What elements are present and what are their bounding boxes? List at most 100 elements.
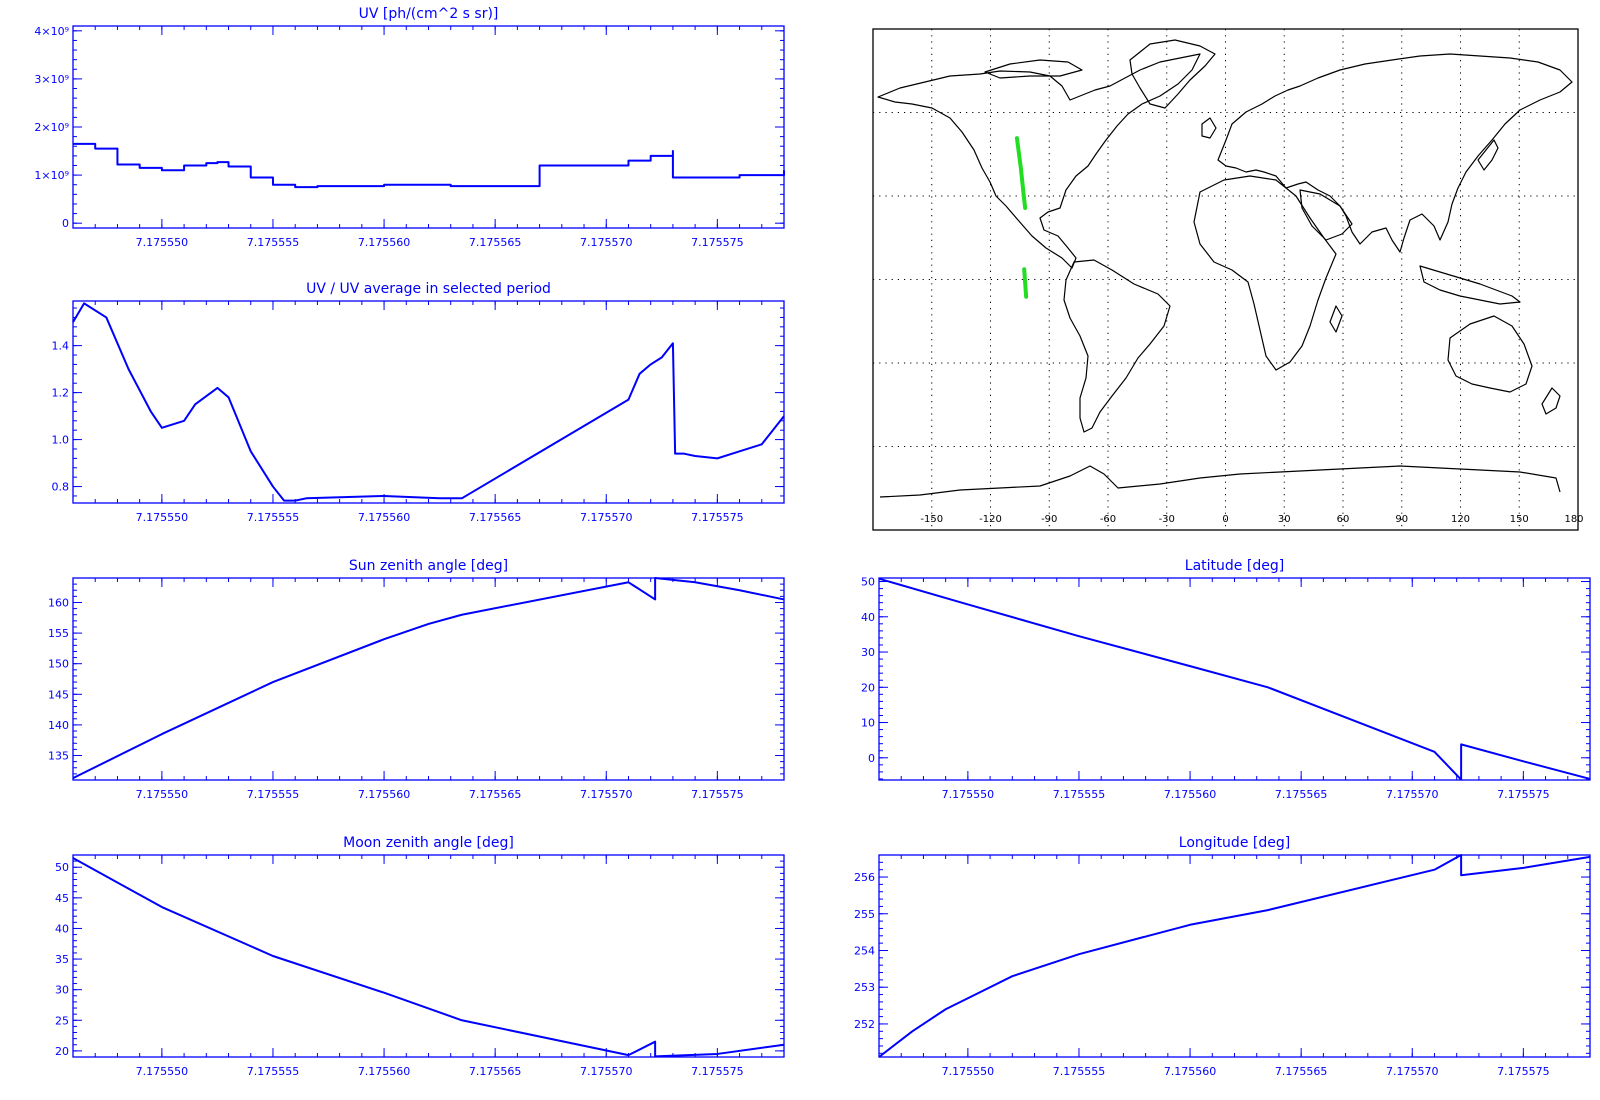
map-longitude-label: 180 xyxy=(1564,514,1583,525)
uv-ratio-title: UV / UV average in selected period xyxy=(306,281,551,297)
coastline-southeast-asia-islands xyxy=(1419,265,1521,305)
map-longitude-label: -90 xyxy=(1041,514,1057,525)
latitude-y-tick-labels: 0 10 20 30 40 50 xyxy=(861,576,875,765)
moon-zenith-x-tick-label: 7.175575 xyxy=(691,1065,744,1078)
uv-ratio-x-tick-label: 7.175570 xyxy=(580,511,633,524)
longitude-x-tick-label: 7.175550 xyxy=(942,1065,995,1078)
map-longitude-label: -30 xyxy=(1159,514,1175,525)
uv-ratio-y-tick-labels: 0.8 1.0 1.2 1.4 xyxy=(52,340,70,494)
moon-zenith-series-line xyxy=(72,857,785,1058)
moon-zenith-x-tick-label: 7.175560 xyxy=(358,1065,411,1078)
uv-y-tick-label: 0 xyxy=(62,217,69,230)
uv-ratio-panel: UV / UV average in selected period 0.8 1… xyxy=(52,281,785,524)
map-longitude-label: 150 xyxy=(1510,514,1529,525)
moon-zenith-tick-marks xyxy=(72,854,785,1058)
uv-ratio-y-tick-label: 1.0 xyxy=(52,434,70,447)
moon-zenith-x-tick-label: 7.175570 xyxy=(580,1065,633,1078)
moon-zenith-title: Moon zenith angle [deg] xyxy=(343,835,514,851)
sun-zenith-y-tick-label: 150 xyxy=(48,658,69,671)
sun-zenith-y-tick-label: 135 xyxy=(48,750,69,763)
moon-zenith-y-tick-label: 20 xyxy=(55,1045,69,1058)
sun-zenith-y-tick-label: 145 xyxy=(48,688,69,701)
coastline-new-zealand xyxy=(1541,387,1561,415)
latitude-x-tick-label: 7.175575 xyxy=(1497,788,1550,801)
uv-y-tick-label: 1×10⁹ xyxy=(34,169,69,182)
longitude-x-tick-label: 7.175570 xyxy=(1386,1065,1439,1078)
moon-zenith-y-tick-label: 30 xyxy=(55,984,69,997)
uv-x-tick-label: 7.175575 xyxy=(691,236,744,249)
longitude-y-tick-label: 253 xyxy=(854,981,875,994)
uv-x-tick-label: 7.175555 xyxy=(247,236,300,249)
map-longitude-label: 90 xyxy=(1395,514,1408,525)
longitude-x-tick-label: 7.175575 xyxy=(1497,1065,1550,1078)
longitude-y-tick-label: 254 xyxy=(854,944,875,957)
map-frame xyxy=(872,28,1579,531)
moon-zenith-x-tick-label: 7.175565 xyxy=(469,1065,522,1078)
coastline-arabia xyxy=(1299,189,1353,241)
uv-x-tick-labels: 7.175550 7.175555 7.175560 7.175565 7.17… xyxy=(136,236,744,249)
uv-ratio-y-tick-label: 1.2 xyxy=(52,387,70,400)
longitude-x-tick-labels: 7.175550 7.175555 7.175560 7.175565 7.17… xyxy=(942,1065,1550,1078)
latitude-y-tick-label: 0 xyxy=(868,752,875,765)
latitude-x-tick-label: 7.175555 xyxy=(1053,788,1106,801)
latitude-panel: Latitude [deg] 0 10 20 30 40 50 7.175550… xyxy=(861,558,1591,801)
map-longitude-label: 60 xyxy=(1337,514,1350,525)
uv-ratio-y-tick-label: 0.8 xyxy=(52,481,70,494)
uv-ratio-plot-frame xyxy=(72,300,785,504)
uv-ratio-series-line xyxy=(72,302,785,502)
longitude-title: Longitude [deg] xyxy=(1179,835,1290,851)
latitude-title: Latitude [deg] xyxy=(1185,558,1284,574)
sun-zenith-series-line xyxy=(72,577,785,780)
uv-x-tick-label: 7.175565 xyxy=(469,236,522,249)
map-longitude-label: 30 xyxy=(1278,514,1291,525)
coastline-australia xyxy=(1447,315,1533,393)
uv-series-line xyxy=(73,142,785,189)
moon-zenith-x-tick-label: 7.175555 xyxy=(247,1065,300,1078)
uv-y-tick-label: 4×10⁹ xyxy=(34,25,69,38)
coastline-antarctica xyxy=(879,465,1561,498)
map-coastlines xyxy=(877,39,1573,498)
moon-zenith-y-tick-label: 40 xyxy=(55,922,69,935)
uv-ratio-tick-marks xyxy=(72,301,785,503)
uv-y-tick-labels: 0 1×10⁹ 2×10⁹ 3×10⁹ 4×10⁹ xyxy=(34,25,69,230)
sun-zenith-plot-frame xyxy=(72,577,785,781)
uv-ratio-x-tick-label: 7.175555 xyxy=(247,511,300,524)
map-longitude-label: -60 xyxy=(1100,514,1116,525)
coastline-madagascar xyxy=(1329,305,1343,333)
coastline-arctic-islands xyxy=(984,59,1083,79)
uv-plot-frame xyxy=(72,25,785,229)
uv-ratio-x-tick-label: 7.175550 xyxy=(136,511,189,524)
satellite-ground-track xyxy=(1014,136,1029,299)
longitude-panel: Longitude [deg] 252 253 254 255 256 7.17… xyxy=(854,835,1591,1078)
moon-zenith-panel: Moon zenith angle [deg] 20 25 30 35 40 4… xyxy=(55,835,785,1078)
sun-zenith-tick-marks xyxy=(72,577,785,781)
sun-zenith-y-tick-labels: 135 140 145 150 155 160 xyxy=(48,596,69,762)
latitude-y-tick-label: 40 xyxy=(861,611,875,624)
latitude-x-tick-label: 7.175565 xyxy=(1275,788,1328,801)
latitude-x-tick-label: 7.175560 xyxy=(1164,788,1217,801)
latitude-y-tick-label: 20 xyxy=(861,681,875,694)
longitude-y-tick-label: 256 xyxy=(854,871,875,884)
sun-zenith-x-tick-labels: 7.175550 7.175555 7.175560 7.175565 7.17… xyxy=(136,788,744,801)
sun-zenith-y-tick-label: 160 xyxy=(48,596,69,609)
uv-tick-marks xyxy=(72,26,785,228)
moon-zenith-y-tick-label: 50 xyxy=(55,861,69,874)
latitude-y-tick-label: 10 xyxy=(861,717,875,730)
map-longitude-label: 0 xyxy=(1222,514,1228,525)
moon-zenith-y-tick-label: 25 xyxy=(55,1014,69,1027)
uv-y-tick-label: 2×10⁹ xyxy=(34,121,69,134)
world-map-panel: -150 -120 -90 -60 -30 0 30 60 90 120 150… xyxy=(872,28,1584,531)
longitude-x-tick-label: 7.175555 xyxy=(1053,1065,1106,1078)
sun-zenith-x-tick-label: 7.175570 xyxy=(580,788,633,801)
uv-x-tick-label: 7.175570 xyxy=(580,236,633,249)
coastline-north-america xyxy=(877,53,1201,269)
longitude-tick-marks xyxy=(878,854,1591,1057)
coastline-greenland xyxy=(1129,39,1216,109)
moon-zenith-x-tick-labels: 7.175550 7.175555 7.175560 7.175565 7.17… xyxy=(136,1065,744,1078)
moon-zenith-y-tick-labels: 20 25 30 35 40 45 50 xyxy=(55,861,69,1058)
coastline-uk xyxy=(1201,117,1217,139)
longitude-series-line xyxy=(878,854,1591,1058)
longitude-y-tick-label: 252 xyxy=(854,1018,875,1031)
uv-ratio-y-tick-label: 1.4 xyxy=(52,340,70,353)
